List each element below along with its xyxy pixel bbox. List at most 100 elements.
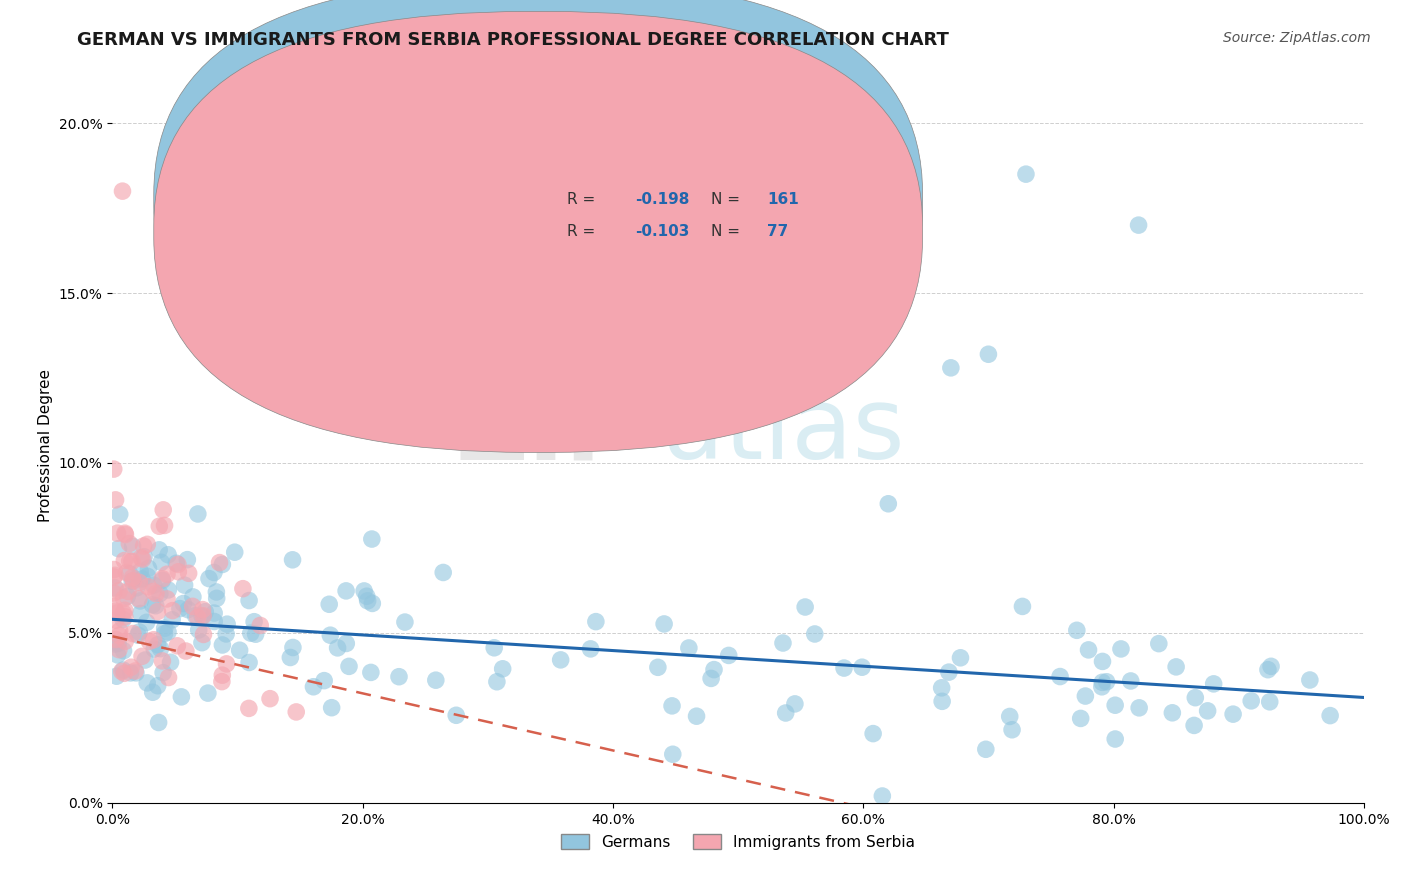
Point [245,627,267,641]
Point [832,661,855,675]
Point [1091,675,1114,690]
Point [111,184,134,198]
Point [1104,731,1126,746]
Point [1147,637,1170,651]
Point [1091,680,1114,694]
Point [118,536,141,550]
Point [145,587,167,601]
Point [138,634,160,648]
Point [281,553,304,567]
Text: -0.198: -0.198 [636,193,690,207]
Point [114,609,136,624]
Point [232,582,254,596]
Point [484,640,506,655]
Point [104,568,127,582]
Point [1128,218,1150,232]
Point [243,615,266,629]
Point [872,789,894,803]
Point [146,679,169,693]
Text: atlas: atlas [664,384,904,480]
Point [169,601,191,615]
Point [191,602,214,616]
Point [112,613,135,627]
Point [132,539,155,553]
Point [128,575,150,590]
Point [1319,708,1341,723]
Point [949,650,972,665]
Point [877,497,900,511]
Point [335,583,357,598]
Point [150,555,173,569]
Point [215,657,238,671]
Point [129,550,152,565]
Text: 161: 161 [766,193,799,207]
Point [129,594,152,608]
Point [939,360,962,375]
Point [314,673,336,688]
Point [432,566,454,580]
Point [337,659,360,673]
Point [1257,663,1279,677]
Point [177,602,200,616]
Point [124,664,146,678]
Point [1184,690,1206,705]
Point [108,642,131,657]
Point [148,519,170,533]
Point [104,581,127,595]
Point [103,462,125,476]
Point [211,558,233,572]
Point [132,549,155,564]
Text: ZIP: ZIP [456,384,638,480]
Point [152,573,174,587]
Point [128,591,150,606]
Point [148,542,170,557]
Point [153,621,176,635]
Point [181,590,204,604]
Point [157,582,180,597]
Point [149,587,172,601]
Point [141,598,163,612]
Point [103,562,125,576]
Point [356,594,378,608]
Point [108,629,131,643]
Point [136,580,159,594]
Point [202,606,225,620]
Point [202,615,225,629]
Point [112,591,135,606]
Point [105,606,128,620]
Point [425,673,447,688]
Point [104,604,127,618]
Point [132,552,155,566]
Point [112,553,135,567]
Point [1066,624,1088,638]
Point [177,566,200,581]
Point [108,624,131,638]
Point [104,613,127,627]
Point [131,572,153,586]
Point [703,663,725,677]
Point [157,625,180,640]
Point [717,648,740,663]
Point [938,665,960,680]
Point [974,742,997,756]
Point [1128,701,1150,715]
Point [103,570,125,584]
Point [1197,704,1219,718]
Point [104,632,127,647]
Point [191,608,214,623]
Point [181,599,204,614]
Point [127,628,149,642]
Point [700,672,723,686]
Point [117,584,139,599]
Point [193,627,215,641]
Point [191,635,214,649]
Point [120,660,142,674]
Point [114,603,136,617]
Point [685,709,707,723]
Point [170,690,193,704]
Point [353,583,375,598]
Point [319,628,342,642]
Point [1095,674,1118,689]
Point [579,641,602,656]
Text: -0.103: -0.103 [636,225,690,239]
